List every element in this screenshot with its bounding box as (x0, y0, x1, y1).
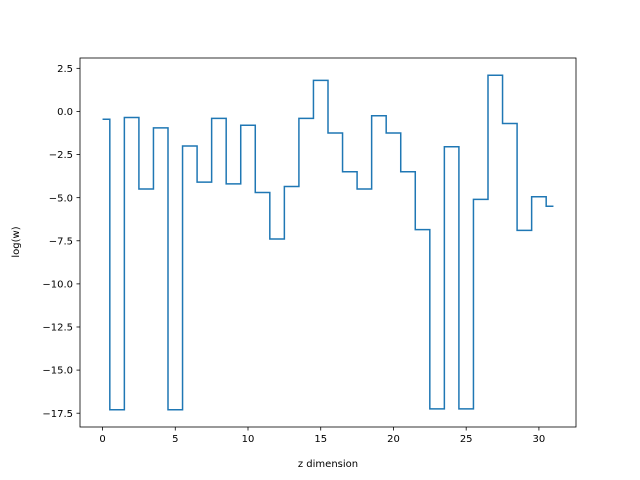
axes-frame (79, 57, 577, 428)
x-tick-label: 0 (99, 434, 105, 445)
y-axis-label: log(w) (11, 226, 22, 257)
x-tick-label: 20 (387, 434, 400, 445)
x-axis-ticks: 0 5 10 15 20 25 30 (99, 427, 545, 445)
y-tick-label: −10.0 (42, 279, 73, 290)
plot-area (79, 57, 577, 428)
y-axis-ticks: 2.5 0.0 −2.5 −5.0 −7.5 −10.0 −12.5 −15.0 −17.5 (42, 64, 80, 420)
x-tick-label: 25 (460, 434, 473, 445)
y-tick-label: −5.0 (49, 193, 73, 204)
x-tick-label: 15 (314, 434, 327, 445)
y-tick-label: −2.5 (49, 150, 73, 161)
y-tick-label: −7.5 (49, 236, 73, 247)
x-tick-label: 5 (172, 434, 178, 445)
x-tick-label: 30 (533, 434, 546, 445)
y-tick-label: 0.0 (57, 107, 73, 118)
x-tick-label: 10 (242, 434, 255, 445)
series-line-0 (102, 74, 554, 411)
y-tick-label: −17.5 (42, 409, 73, 420)
y-tick-label: 2.5 (57, 64, 73, 75)
x-axis-label: z dimension (298, 459, 358, 470)
y-tick-label: −12.5 (42, 323, 73, 334)
y-tick-label: −15.0 (42, 366, 73, 377)
